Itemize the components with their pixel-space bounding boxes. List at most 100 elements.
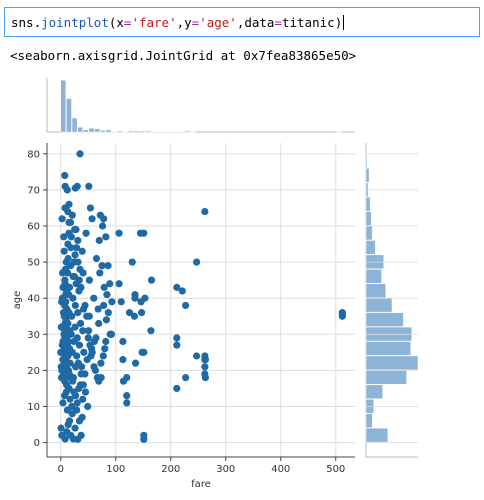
code-token: 'age' bbox=[199, 15, 237, 30]
scatter-point bbox=[79, 327, 87, 335]
fare-hist-bar bbox=[88, 127, 95, 133]
scatter-point bbox=[74, 309, 82, 317]
x-tick-label: 500 bbox=[326, 464, 345, 475]
code-token: 'fare' bbox=[131, 15, 177, 30]
scatter-point bbox=[71, 424, 79, 432]
code-token: y bbox=[184, 15, 192, 30]
scatter-point bbox=[66, 218, 75, 227]
scatter-point bbox=[68, 312, 76, 320]
scatter-point bbox=[85, 276, 93, 284]
scatter-point bbox=[90, 294, 98, 302]
scatter-point bbox=[140, 435, 148, 443]
fare-hist-bar bbox=[167, 131, 174, 133]
scatter-point bbox=[80, 348, 88, 356]
code-token: ) bbox=[334, 15, 343, 30]
scatter-point bbox=[193, 258, 201, 266]
code-cell-input[interactable]: sns.jointplot(x='fare',y='age',data=tita… bbox=[4, 7, 480, 37]
fare-hist-bar bbox=[105, 129, 112, 133]
fare-hist-bar bbox=[83, 129, 89, 133]
scatter-point bbox=[98, 262, 106, 270]
fare-hist-bar bbox=[128, 130, 134, 133]
fare-hist-bar bbox=[99, 130, 106, 133]
scatter-point bbox=[83, 312, 91, 320]
code-token: , bbox=[236, 15, 245, 30]
scatter-point bbox=[201, 355, 209, 364]
x-tick-label: 400 bbox=[271, 464, 290, 475]
scatter-point bbox=[72, 244, 81, 252]
scatter-point bbox=[83, 355, 91, 364]
scatter-point bbox=[68, 402, 76, 411]
scatter-point bbox=[77, 431, 85, 439]
fare-hist-bar bbox=[150, 131, 157, 133]
scatter-point bbox=[95, 236, 103, 245]
scatter-point bbox=[71, 251, 79, 259]
fare-hist-bar bbox=[133, 130, 140, 133]
scatter-point bbox=[147, 276, 156, 284]
scatter-point bbox=[78, 413, 86, 421]
age-hist-bar bbox=[365, 225, 373, 241]
scatter-point bbox=[62, 290, 70, 299]
fare-hist-bar bbox=[156, 131, 162, 133]
y-tick-label: 20 bbox=[27, 366, 40, 377]
scatter-point bbox=[102, 316, 110, 324]
scatter-point bbox=[81, 301, 89, 310]
code-token: = bbox=[191, 15, 200, 30]
y-tick-label: 80 bbox=[27, 149, 40, 160]
scatter-point bbox=[201, 207, 209, 216]
scatter-point bbox=[178, 287, 186, 295]
scatter-point bbox=[73, 352, 81, 360]
code-token: titanic bbox=[282, 15, 335, 30]
scatter-point bbox=[92, 334, 100, 342]
age-hist-bar bbox=[365, 153, 368, 169]
age-hist-bar bbox=[365, 168, 370, 183]
scatter-point bbox=[123, 399, 131, 407]
code-line[interactable]: sns.jointplot(x='fare',y='age',data=tita… bbox=[11, 15, 345, 31]
scatter-point bbox=[57, 323, 65, 331]
scatter-point bbox=[84, 402, 92, 411]
code-token: jointplot bbox=[41, 15, 109, 30]
x-tick-label: 300 bbox=[216, 464, 235, 475]
scatter-point bbox=[75, 341, 84, 349]
scatter-point bbox=[72, 392, 80, 400]
scatter-point bbox=[58, 341, 66, 349]
scatter-point bbox=[75, 276, 83, 284]
scatter-point bbox=[57, 363, 65, 371]
scatter-point bbox=[85, 182, 93, 190]
scatter-point bbox=[60, 247, 68, 255]
scatter-point bbox=[62, 319, 71, 328]
scatter-point bbox=[338, 310, 346, 319]
scatter-point bbox=[102, 233, 110, 241]
fare-hist-bar bbox=[190, 131, 196, 133]
age-hist-bar bbox=[365, 269, 382, 284]
scatter-point bbox=[182, 373, 190, 382]
y-tick-label: 60 bbox=[27, 222, 40, 233]
scatter-point bbox=[79, 381, 87, 389]
scatter-point bbox=[119, 337, 127, 346]
scatter-point bbox=[104, 309, 112, 317]
scatter-point bbox=[125, 309, 134, 317]
scatter-point bbox=[71, 184, 79, 192]
scatter-point bbox=[58, 298, 66, 306]
scatter-point bbox=[99, 352, 107, 360]
scatter-point bbox=[98, 222, 107, 230]
age-hist-bar bbox=[365, 240, 376, 255]
fare-hist-bar bbox=[178, 131, 185, 133]
scatter-point bbox=[67, 244, 75, 252]
scatter-point bbox=[182, 301, 190, 310]
scatter-point bbox=[81, 370, 89, 378]
cell-output: <seaborn.axisgrid.JointGrid at 0x7fea838… bbox=[10, 48, 357, 63]
scatter-point bbox=[74, 236, 82, 245]
y-tick-label: 70 bbox=[27, 185, 40, 196]
scatter-point bbox=[97, 373, 105, 382]
y-tick-label: 10 bbox=[27, 402, 40, 413]
scatter-point bbox=[66, 395, 74, 403]
scatter-point bbox=[104, 262, 112, 270]
scatter-point bbox=[59, 283, 67, 291]
scatter-point bbox=[71, 226, 79, 234]
age-hist-bar bbox=[365, 297, 393, 313]
scatter-point bbox=[84, 327, 93, 335]
scatter-point bbox=[88, 348, 96, 356]
fare-hist-bar bbox=[184, 130, 191, 133]
scatter-point bbox=[100, 283, 108, 291]
